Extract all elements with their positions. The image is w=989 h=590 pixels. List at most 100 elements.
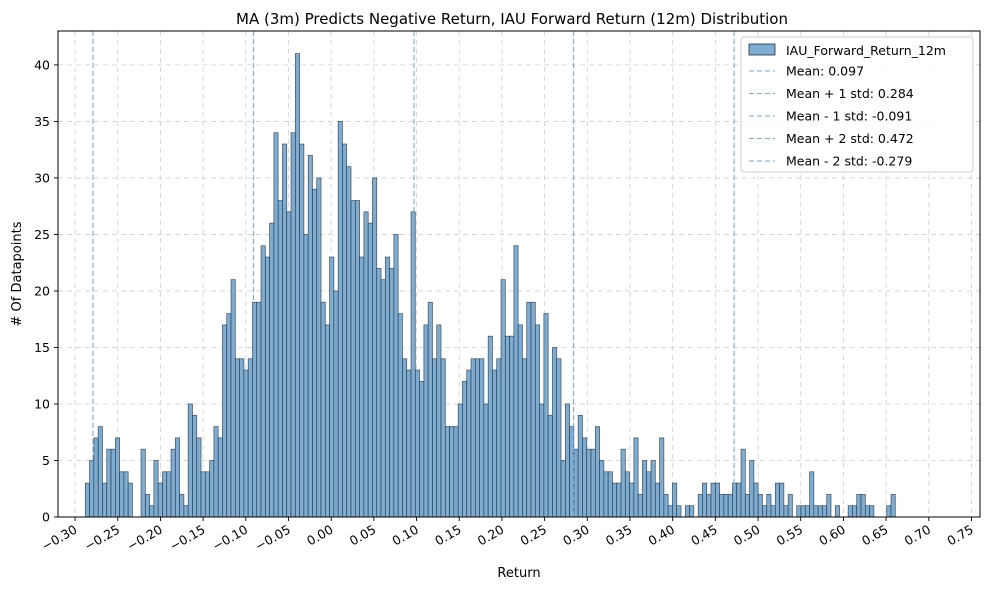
histogram-bars — [84, 53, 896, 518]
y-axis-ticks: 0 5 10 15 20 25 30 35 40 — [34, 57, 58, 525]
histogram-bar — [162, 471, 168, 518]
histogram-bar — [333, 290, 339, 518]
histogram-bar — [414, 369, 420, 518]
histogram-bar — [594, 426, 600, 518]
histogram-bar — [749, 460, 755, 518]
histogram-bar — [809, 471, 815, 518]
histogram-bar — [727, 494, 733, 518]
x-tick-label: −0.15 — [167, 522, 208, 554]
histogram-bar — [337, 121, 343, 518]
legend-box — [740, 36, 974, 173]
histogram-bar — [796, 505, 802, 518]
histogram-bar — [642, 460, 648, 518]
histogram-bar — [380, 279, 386, 518]
histogram-bar — [393, 234, 399, 518]
histogram-bar — [620, 448, 626, 518]
histogram-bar — [209, 460, 215, 518]
plot-frame — [57, 30, 981, 518]
histogram-bar — [359, 256, 365, 518]
x-tick-label: 0.25 — [517, 522, 549, 549]
histogram-bar — [372, 177, 378, 518]
x-tick-label: 0.20 — [475, 522, 507, 549]
histogram-bar — [736, 482, 742, 518]
histogram-bar — [517, 324, 523, 518]
histogram-bar — [526, 301, 532, 518]
histogram-bar — [144, 494, 150, 518]
histogram-bar — [444, 426, 450, 518]
histogram-bar — [504, 335, 510, 518]
histogram-bar — [886, 505, 892, 518]
histogram-bar — [573, 448, 579, 518]
y-tick-label: 5 — [42, 453, 50, 468]
histogram-bar — [667, 505, 673, 518]
histogram-bar — [294, 53, 300, 518]
histogram-bar — [256, 301, 262, 518]
histogram-bar — [127, 482, 133, 518]
histogram-bar — [672, 482, 678, 518]
histogram-bar — [269, 222, 275, 518]
y-axis-label: # Of Datapoints — [10, 221, 25, 326]
histogram-bar — [329, 256, 335, 518]
histogram-bar — [590, 448, 596, 518]
legend: IAU_Forward_Return_12m Mean: 0.097 Mean +… — [740, 36, 974, 173]
histogram-bar — [744, 494, 750, 518]
histogram-bar — [432, 358, 438, 518]
histogram-bar — [714, 482, 720, 518]
histogram-bar — [402, 358, 408, 518]
histogram-bar — [500, 279, 506, 518]
histogram-bar — [723, 494, 729, 518]
histogram-bar — [342, 143, 348, 518]
histogram-bar — [487, 335, 493, 518]
histogram-bar — [800, 505, 806, 518]
histogram-bar — [856, 494, 862, 518]
legend-label-histogram: IAU_Forward_Return_12m — [786, 43, 946, 58]
histogram-bar — [427, 301, 433, 518]
x-tick-label: 0.65 — [859, 522, 891, 549]
histogram-bar — [774, 482, 780, 518]
y-tick-label: 35 — [34, 114, 50, 129]
histogram-bar — [363, 211, 369, 518]
histogram-bar — [603, 471, 609, 518]
histogram-bar — [787, 494, 793, 518]
histogram-bar — [762, 505, 768, 518]
histogram-bar — [719, 494, 725, 518]
histogram-bar — [740, 448, 746, 518]
histogram-bar — [449, 426, 455, 518]
histogram-bar — [174, 437, 180, 518]
histogram-bar — [170, 448, 176, 518]
histogram-bar — [119, 471, 125, 518]
histogram-bar — [97, 426, 103, 518]
histogram-bar — [123, 471, 129, 518]
histogram-bar — [384, 256, 390, 518]
histogram-bar — [702, 482, 708, 518]
histogram-bar — [157, 482, 163, 518]
x-axis-label: Return — [497, 566, 540, 581]
histogram-bar — [389, 267, 395, 518]
histogram-bar — [676, 505, 682, 518]
histogram-bar — [847, 505, 853, 518]
y-tick-label: 40 — [34, 57, 50, 72]
x-tick-label: 0.10 — [389, 522, 421, 549]
histogram-bar — [492, 369, 498, 518]
y-tick-label: 25 — [34, 227, 50, 242]
x-tick-label: 0.35 — [603, 522, 635, 549]
histogram-bar — [479, 358, 485, 518]
histogram-bar — [354, 200, 360, 518]
histogram-bar — [440, 358, 446, 518]
histogram-bar — [890, 494, 896, 518]
histogram-bar — [582, 437, 588, 518]
histogram-bar — [779, 482, 785, 518]
histogram-bar — [869, 505, 875, 518]
x-tick-label: 0.55 — [774, 522, 806, 549]
histogram-bar — [770, 505, 776, 518]
histogram-bar — [564, 403, 570, 518]
histogram-bar — [826, 494, 832, 518]
histogram-bar — [509, 335, 515, 518]
histogram-bar — [406, 369, 412, 518]
histogram-bar — [312, 188, 318, 518]
histogram-bar — [324, 324, 330, 518]
histogram-bar — [346, 166, 352, 518]
histogram-bar — [316, 177, 322, 518]
histogram-bar — [633, 437, 639, 518]
